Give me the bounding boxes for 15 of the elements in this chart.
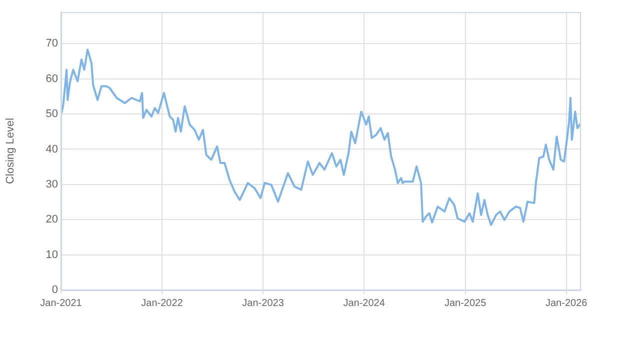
x-tick-label: Jan-2025 [444,298,487,309]
y-tick-label: 10 [46,248,58,261]
x-tick-label: Jan-2026 [545,298,588,309]
y-tick-label: 0 [52,284,58,296]
y-tick-label: 40 [46,143,58,156]
x-tick-label: Jan-2021 [40,298,82,309]
y-tick-label: 30 [46,178,58,190]
y-tick-label: 50 [46,108,58,120]
x-tick-label: Jan-2022 [141,298,184,309]
x-tick-label: Jan-2023 [242,298,284,309]
y-axis-title: Closing Level [4,118,17,184]
x-tick-label: Jan-2024 [343,298,386,309]
y-tick-label: 20 [46,214,58,226]
y-tick-label: 60 [46,72,58,85]
y-tick-label: 70 [46,38,58,50]
